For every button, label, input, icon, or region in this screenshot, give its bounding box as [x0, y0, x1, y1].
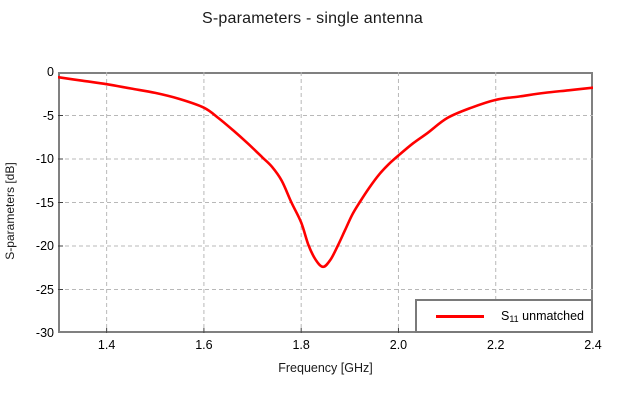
legend-series-label: S11 unmatched [501, 309, 584, 324]
x-tick-label: 2.0 [389, 338, 408, 352]
x-tick-label: 1.8 [292, 338, 310, 352]
s11-curve [58, 75, 593, 269]
y-axis-label: S-parameters [dB] [3, 162, 17, 260]
plot-area [58, 72, 593, 333]
y-tick-label: 0 [47, 65, 54, 79]
legend-line-swatch [436, 314, 484, 318]
x-tick-label: 2.2 [487, 338, 505, 352]
y-tick-label: -30 [35, 326, 54, 340]
y-tick-label: -20 [35, 239, 54, 253]
legend-series-symbol: S [501, 308, 510, 323]
x-axis-label: Frequency [GHz] [278, 361, 373, 375]
chart-title: S-parameters - single antenna [201, 10, 424, 27]
legend: S11 unmatched [415, 299, 593, 333]
legend-series-suffix: unmatched [518, 308, 585, 323]
gridlines [58, 72, 593, 333]
y-tick-label: -5 [42, 108, 54, 123]
y-tick-label: -15 [35, 195, 54, 210]
y-tick-label: -25 [35, 282, 54, 297]
x-tick-label: 1.4 [97, 338, 116, 352]
x-tick-label: 1.6 [195, 338, 213, 352]
y-tick-label: -10 [35, 152, 54, 166]
legend-series-subscript: 11 [509, 313, 519, 324]
x-tick-label: 2.4 [584, 338, 602, 352]
